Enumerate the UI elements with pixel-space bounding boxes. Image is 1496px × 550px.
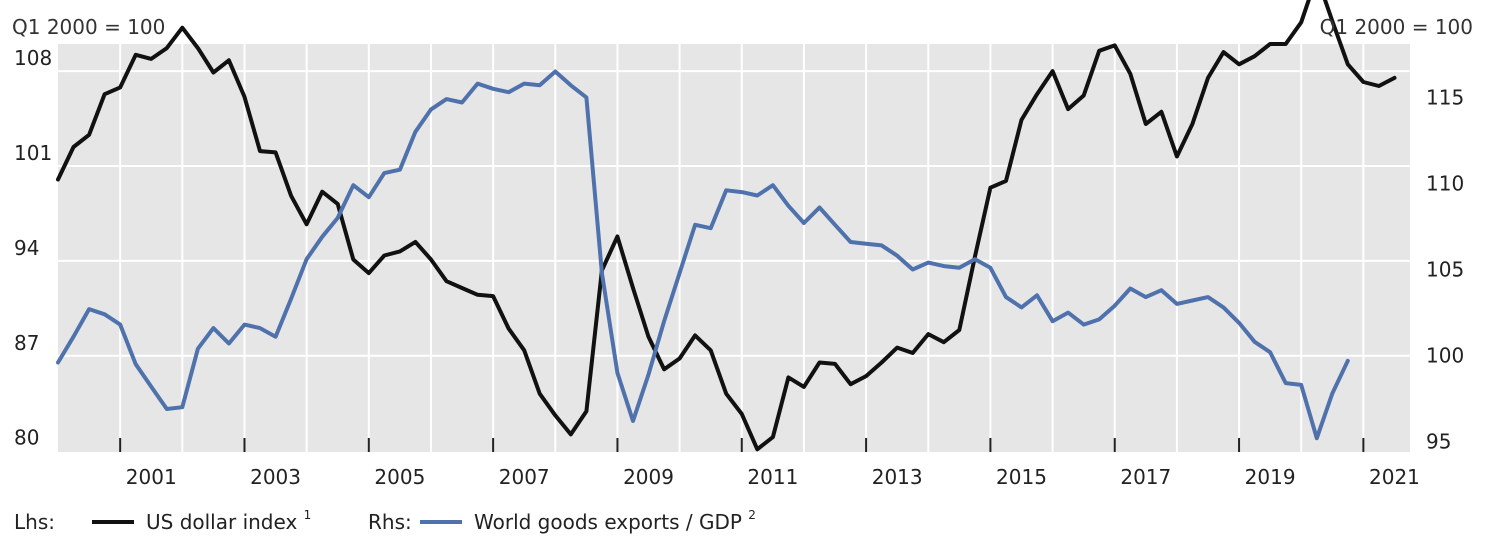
x-tick-label: 2005 bbox=[374, 465, 425, 489]
series-line-world-exports-gdp bbox=[56, 69, 1350, 441]
legend-prefix-lhs: Lhs: bbox=[14, 510, 55, 534]
right-tick-label: 110 bbox=[1426, 171, 1464, 195]
right-tick-label: 115 bbox=[1426, 85, 1464, 109]
legend-label-us-dollar: US dollar index bbox=[146, 510, 297, 534]
x-tick-label: 2015 bbox=[996, 465, 1047, 489]
right-axis-unit: Q1 2000 = 100 bbox=[1320, 15, 1473, 39]
legend: Lhs: US dollar index 1 Rhs: World goods … bbox=[14, 508, 756, 534]
left-tick-label: 101 bbox=[14, 141, 52, 165]
x-axis: 2001 2003 2005 2007 2009 2011 2013 2015 2017 2019… bbox=[119, 438, 1420, 489]
x-tick-label: 2007 bbox=[499, 465, 550, 489]
right-tick-label: 95 bbox=[1426, 430, 1451, 454]
legend-label-world-exports-wrap: World goods exports / GDP 2 bbox=[474, 508, 756, 534]
legend-prefix-rhs: Rhs: bbox=[368, 510, 412, 534]
y-axes: 80 87 94 101 108 95 100 105 110 115 bbox=[14, 46, 1464, 454]
x-tick-label: 2003 bbox=[250, 465, 301, 489]
x-tick-label: 2001 bbox=[126, 465, 177, 489]
plot-area bbox=[58, 44, 1410, 452]
x-tick-label: 2009 bbox=[623, 465, 674, 489]
x-tick-label: 2013 bbox=[872, 465, 923, 489]
left-tick-label: 80 bbox=[14, 426, 39, 450]
left-tick-label: 94 bbox=[14, 236, 39, 260]
left-tick-label: 108 bbox=[14, 46, 52, 70]
left-tick-label: 87 bbox=[14, 331, 39, 355]
x-tick-label: 2017 bbox=[1120, 465, 1171, 489]
left-axis-unit: Q1 2000 = 100 bbox=[12, 15, 165, 39]
legend-label-world-exports: World goods exports / GDP bbox=[474, 510, 742, 534]
x-tick-label: 2011 bbox=[747, 465, 798, 489]
legend-footnote-2: 2 bbox=[748, 508, 756, 522]
series-line-us-dollar-index bbox=[56, 0, 1397, 452]
legend-label-us-dollar-wrap: US dollar index 1 bbox=[146, 508, 311, 534]
series-lines bbox=[56, 0, 1397, 452]
x-tick-label: 2021 bbox=[1369, 465, 1420, 489]
right-tick-label: 100 bbox=[1426, 344, 1464, 368]
right-tick-label: 105 bbox=[1426, 258, 1464, 282]
x-tick-label: 2019 bbox=[1245, 465, 1296, 489]
legend-footnote-1: 1 bbox=[304, 508, 312, 522]
